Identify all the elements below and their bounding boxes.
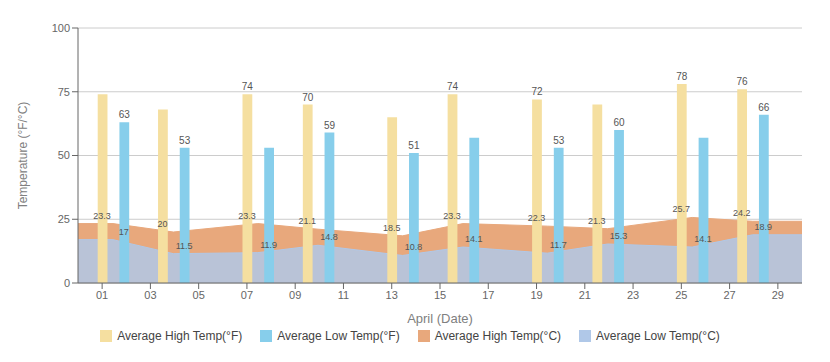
svg-text:17: 17 [482, 289, 494, 301]
svg-text:25: 25 [675, 289, 687, 301]
svg-text:23.3: 23.3 [443, 211, 461, 221]
svg-text:21.3: 21.3 [588, 216, 606, 226]
svg-text:11: 11 [338, 289, 349, 301]
html-text:Average Low Temp(°F): Average Low Temp(°F) [277, 329, 400, 343]
svg-text:29: 29 [772, 289, 784, 301]
svg-text:27: 27 [723, 289, 735, 301]
svg-text:19: 19 [530, 289, 542, 301]
svg-text:63: 63 [119, 109, 131, 120]
svg-text:09: 09 [289, 289, 301, 301]
svg-text:74: 74 [447, 81, 459, 92]
html-text:Average Low Temp(°C): Average Low Temp(°C) [596, 329, 720, 343]
svg-text:14.1: 14.1 [694, 234, 712, 244]
svg-text:25: 25 [58, 213, 70, 225]
svg-text:01: 01 [96, 289, 108, 301]
svg-text:75: 75 [58, 86, 70, 98]
svg-text:23: 23 [627, 289, 639, 301]
svg-text:100: 100 [52, 22, 70, 34]
svg-text:23.3: 23.3 [93, 211, 111, 221]
svg-text:13: 13 [386, 289, 398, 301]
svg-text:60: 60 [613, 117, 625, 128]
svg-text:74: 74 [242, 81, 254, 92]
svg-text:78: 78 [676, 71, 688, 82]
svg-text:14.1: 14.1 [465, 234, 483, 244]
svg-text:53: 53 [179, 135, 191, 146]
svg-text:70: 70 [302, 92, 314, 103]
html-text:Average High Temp(°F): Average High Temp(°F) [117, 329, 243, 343]
svg-text:11.7: 11.7 [550, 240, 567, 250]
svg-text:05: 05 [193, 289, 205, 301]
svg-text:66: 66 [758, 102, 770, 113]
svg-text:15: 15 [434, 289, 446, 301]
svg-text:21.1: 21.1 [299, 216, 317, 226]
svg-text:24.2: 24.2 [733, 208, 751, 218]
svg-text:23.3: 23.3 [238, 211, 256, 221]
svg-text:03: 03 [144, 289, 156, 301]
svg-text:07: 07 [241, 289, 253, 301]
svg-text:53: 53 [553, 135, 565, 146]
svg-text:April (Date): April (Date) [407, 311, 473, 326]
svg-text:0: 0 [64, 277, 70, 289]
svg-text:11.5: 11.5 [176, 241, 193, 251]
svg-text:50: 50 [58, 149, 70, 161]
svg-text:18.5: 18.5 [383, 223, 401, 233]
svg-text:17: 17 [119, 227, 129, 237]
svg-text:72: 72 [531, 86, 543, 97]
svg-text:11.9: 11.9 [260, 240, 277, 250]
svg-text:76: 76 [737, 76, 749, 87]
svg-text:20: 20 [157, 219, 167, 229]
svg-text:51: 51 [408, 140, 420, 151]
svg-text:21: 21 [579, 289, 591, 301]
svg-text:22.3: 22.3 [528, 213, 546, 223]
svg-text:Temperature (°F/°C): Temperature (°F/°C) [16, 102, 30, 210]
svg-text:59: 59 [324, 120, 336, 131]
svg-text:25.7: 25.7 [673, 204, 691, 214]
html-text:Average High Temp(°C): Average High Temp(°C) [434, 329, 562, 343]
svg-text:18.9: 18.9 [755, 222, 773, 232]
svg-text:14.8: 14.8 [320, 232, 338, 242]
svg-text:10.8: 10.8 [405, 242, 423, 252]
svg-text:15.3: 15.3 [610, 231, 628, 241]
